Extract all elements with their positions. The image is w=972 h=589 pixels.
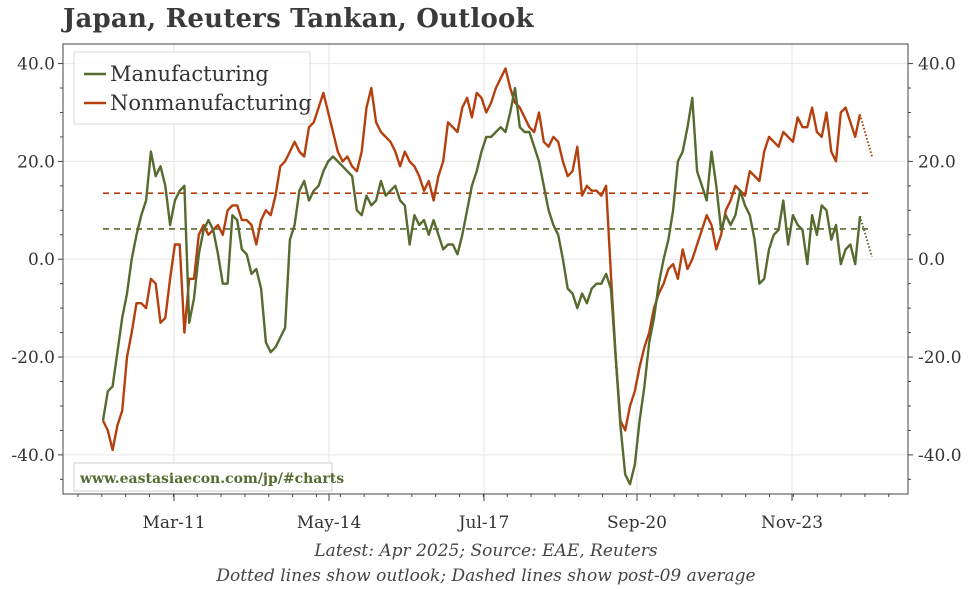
y-tick-label-left: 20.0 [17,152,55,172]
series-line [101,67,862,452]
axes: 40.0 40.0 20.0 20.0 0.0 0.0 -20.0 -20.0 -40.0 -40… [11,43,962,533]
watermark-frame [73,462,333,492]
y-tick-label-right: 0.0 [918,250,945,270]
outlook-dotted-line [859,114,873,157]
legend-box [73,51,311,125]
x-tick-label: Sep-20 [607,513,667,533]
y-tick-label-left: 40.0 [17,55,55,75]
legend: Manufacturing Nonmanufacturing [73,51,312,125]
y-tick-label-left: 0.0 [28,250,55,270]
chart-title: Japan, Reuters Tankan, Outlook [63,4,534,34]
watermark-text: www.eastasiaecon.com/jp/#charts [79,471,344,487]
footer-note: Dotted lines show outlook; Dashed lines … [216,566,756,586]
footer-source: Latest: Apr 2025; Source: EAE, Reuters [314,541,658,561]
y-tick-label-left: -20.0 [11,348,55,368]
plot-frame [62,43,909,495]
y-tick-label-right: 40.0 [918,55,956,75]
outlook-dotted-line [859,215,873,258]
average-lines [103,192,872,230]
legend-label: Manufacturing [110,62,269,86]
x-tick-label: Jul-17 [457,513,510,533]
x-tick-label: Mar-11 [142,513,205,533]
y-tick-label-right: -40.0 [918,446,962,466]
watermark-box: www.eastasiaecon.com/jp/#charts [73,462,344,492]
series-lines [101,67,873,486]
y-tick-label-right: 20.0 [918,152,956,172]
y-tick-label-left: -40.0 [11,446,55,466]
legend-label: Nonmanufacturing [110,91,312,115]
x-tick-label: Nov-23 [761,513,823,533]
x-tick-label: May-14 [297,513,362,533]
series-line [101,86,862,486]
y-tick-label-right: -20.0 [918,348,962,368]
